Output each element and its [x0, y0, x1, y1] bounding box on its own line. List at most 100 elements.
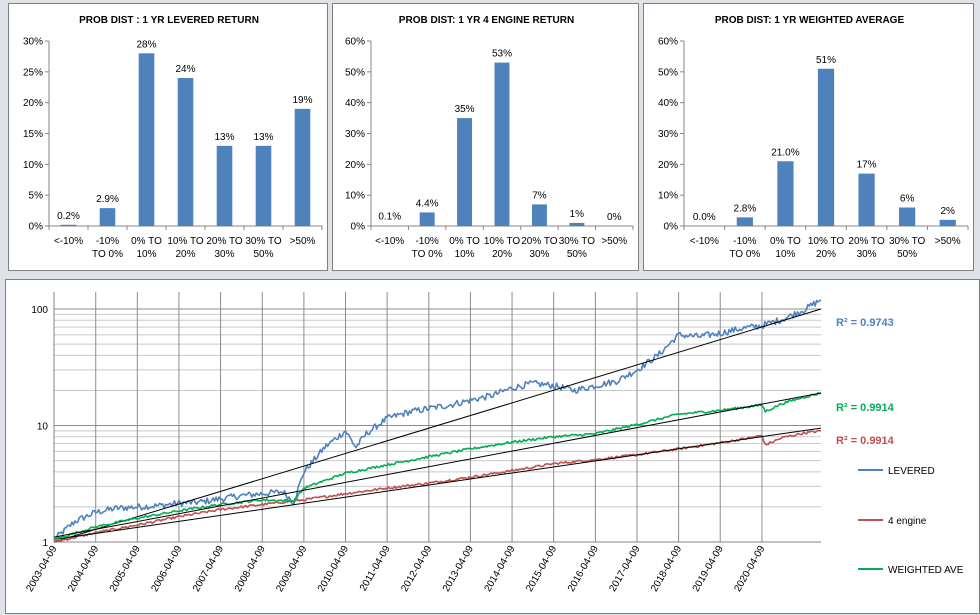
x-tick-label: 20% TO — [206, 236, 243, 247]
x-tick-label: 2020-04-09 — [732, 544, 767, 594]
r2-label: R² = 0.9914 — [836, 402, 895, 414]
y-tick-label: 20% — [345, 160, 365, 171]
y-tick-label: 30% — [23, 37, 43, 48]
x-tick-label: >50% — [935, 236, 961, 247]
y-tick-label: 100 — [31, 305, 48, 316]
bar — [899, 208, 915, 227]
chart-title: PROB DIST: 1 YR WEIGHTED AVERAGE — [715, 15, 905, 26]
x-tick-label: >50% — [601, 236, 627, 247]
x-tick-label: 50% — [253, 249, 273, 260]
x-tick-label: 0% TO — [449, 236, 480, 247]
data-label: 1% — [570, 209, 585, 220]
y-tick-label: 25% — [23, 67, 43, 78]
bar — [737, 217, 753, 226]
x-tick-label: 50% — [897, 249, 917, 260]
x-tick-label: 20% — [492, 249, 512, 260]
weighted-dist-chart: PROB DIST: 1 YR WEIGHTED AVERAGE 0% 10% 20%… — [644, 4, 975, 272]
data-label: 13% — [214, 132, 234, 143]
bar — [178, 78, 194, 226]
bar — [61, 225, 77, 226]
chart-title: PROB DIST: 1 YR 4 ENGINE RETURN — [399, 15, 574, 26]
x-tick-label: 20% TO — [848, 236, 885, 247]
bar — [818, 69, 834, 226]
y-tick-label: 50% — [658, 67, 678, 78]
y-tick-label: 0% — [664, 222, 679, 233]
data-label: 0.0% — [693, 212, 716, 223]
x-tick-label: 10% TO — [167, 236, 204, 247]
bar — [940, 220, 956, 226]
y-tick-label: 60% — [658, 37, 678, 48]
y-tick-label: 20% — [658, 160, 678, 171]
x-tick-label: 20% — [816, 249, 836, 260]
data-label: 0.1% — [378, 212, 401, 223]
x-tick-label: 2016-04-09 — [566, 544, 601, 594]
data-label: 4.4% — [416, 198, 439, 209]
y-tick-label: 40% — [658, 98, 678, 109]
x-tick-label: 10% — [455, 249, 475, 260]
bar — [256, 146, 272, 226]
y-tick-label: 0% — [29, 222, 44, 233]
bar — [569, 223, 584, 226]
data-label: 0% — [607, 212, 622, 223]
x-tick-label: 10% TO — [808, 236, 845, 247]
x-tick-label: 30% TO — [559, 236, 596, 247]
data-label: 21.0% — [771, 147, 799, 158]
y-tick-label: 60% — [345, 37, 365, 48]
x-tick-label: 50% — [567, 249, 587, 260]
r2-label: R² = 0.9743 — [836, 317, 894, 329]
x-tick-label: 20% — [175, 249, 195, 260]
x-tick-label: 20% TO — [521, 236, 558, 247]
data-label: 2% — [940, 206, 955, 217]
chart-title: PROB DIST : 1 YR LEVERED RETURN — [79, 15, 259, 26]
trendline — [54, 428, 821, 539]
engine-dist-chart: PROB DIST: 1 YR 4 ENGINE RETURN 0% 10% 20% 3… — [333, 4, 640, 272]
x-tick-label: 10% — [775, 249, 795, 260]
x-tick-label: 0% TO — [131, 236, 162, 247]
y-tick-label: 50% — [345, 67, 365, 78]
data-label: 24% — [175, 64, 195, 75]
x-tick-label: 0% TO — [770, 236, 801, 247]
x-tick-label: 10% TO — [484, 236, 521, 247]
x-tick-label: 2005-04-09 — [108, 544, 143, 594]
y-tick-label: 10% — [658, 191, 678, 202]
y-tick-label: 30% — [345, 129, 365, 140]
data-label: 2.9% — [96, 194, 119, 205]
bar — [777, 161, 793, 226]
bar — [420, 212, 435, 226]
x-tick-label: 2008-04-09 — [233, 544, 268, 594]
x-tick-label: 2010-04-09 — [316, 544, 351, 594]
x-tick-label: 2019-04-09 — [691, 544, 726, 594]
data-label: 7% — [532, 190, 547, 201]
y-tick-label: 1 — [42, 538, 48, 549]
data-label: 28% — [136, 39, 156, 50]
x-tick-label: -10% — [415, 236, 438, 247]
x-tick-label: 2014-04-09 — [483, 544, 518, 594]
x-tick-label: 2009-04-09 — [274, 544, 309, 594]
bar — [295, 109, 311, 226]
y-tick-label: 10 — [37, 422, 49, 433]
data-label: 19% — [292, 95, 312, 106]
engine-dist-chart-panel: PROB DIST: 1 YR 4 ENGINE RETURN 0% 10% 20% 3… — [332, 3, 639, 271]
y-tick-label: 10% — [23, 160, 43, 171]
x-tick-label: <-10% — [375, 236, 404, 247]
x-tick-label: 30% — [857, 249, 877, 260]
x-tick-label: 2003-04-09 — [24, 544, 59, 594]
x-tick-label: -10% — [96, 236, 119, 247]
x-tick-label: 10% — [136, 249, 156, 260]
bar — [495, 63, 510, 226]
y-tick-label: 10% — [345, 191, 365, 202]
x-tick-label: 2004-04-09 — [66, 544, 101, 594]
data-label: 35% — [455, 104, 475, 115]
x-tick-label: 30% — [214, 249, 234, 260]
data-label: 51% — [816, 55, 836, 66]
legend-label: LEVERED — [888, 466, 935, 477]
levered-dist-chart-panel: PROB DIST : 1 YR LEVERED RETURN 0% 5% 10% 15… — [8, 3, 328, 271]
y-tick-label: 5% — [29, 191, 44, 202]
y-tick-label: 20% — [23, 98, 43, 109]
data-label: 53% — [492, 49, 512, 60]
y-tick-label: 15% — [23, 129, 43, 140]
x-tick-label: 30% TO — [889, 236, 926, 247]
legend-label: 4 engine — [888, 516, 927, 527]
x-tick-label: 30% TO — [245, 236, 282, 247]
bar — [858, 174, 874, 226]
